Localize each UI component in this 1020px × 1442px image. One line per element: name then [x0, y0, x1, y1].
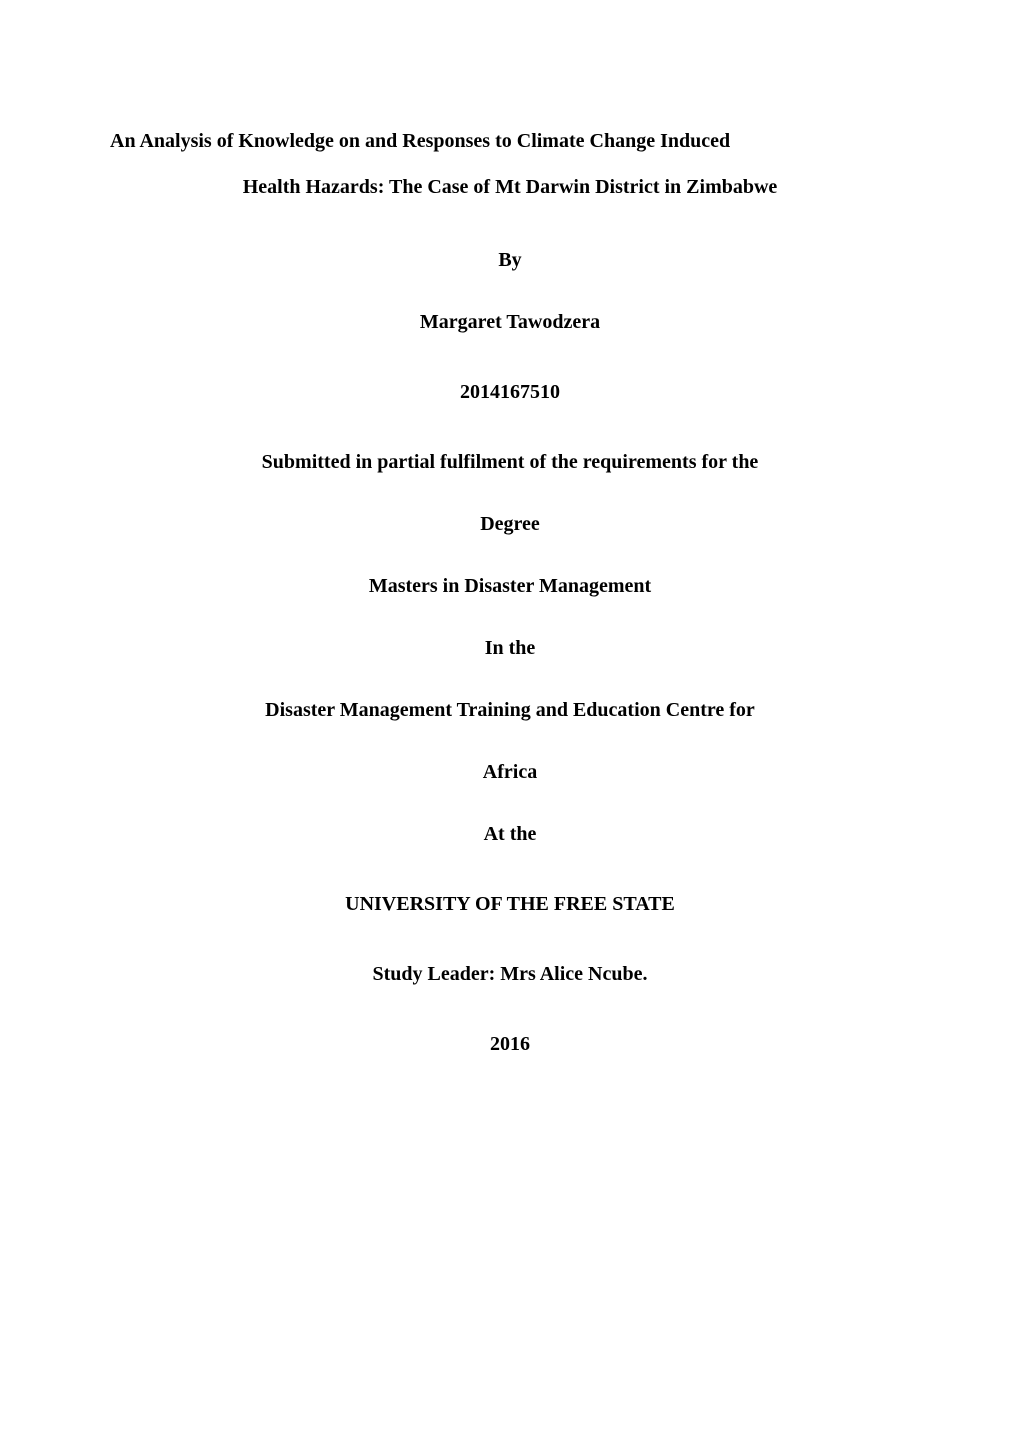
submission-line: Submitted in partial fulfilment of the r… — [110, 448, 910, 476]
thesis-title: An Analysis of Knowledge on and Response… — [110, 118, 910, 210]
by-label: By — [110, 246, 910, 274]
title-line-1: An Analysis of Knowledge on and Response… — [110, 118, 910, 164]
year: 2016 — [110, 1030, 910, 1058]
centre-line: Disaster Management Training and Educati… — [110, 696, 910, 724]
degree-label: Degree — [110, 510, 910, 538]
university-name: UNIVERSITY OF THE FREE STATE — [110, 890, 910, 918]
study-leader: Study Leader: Mrs Alice Ncube. — [110, 960, 910, 988]
author-name: Margaret Tawodzera — [110, 308, 910, 336]
in-the-label: In the — [110, 634, 910, 662]
title-page: An Analysis of Knowledge on and Response… — [110, 118, 910, 1342]
degree-name: Masters in Disaster Management — [110, 572, 910, 600]
centre-location: Africa — [110, 758, 910, 786]
title-line-2: Health Hazards: The Case of Mt Darwin Di… — [110, 164, 910, 210]
student-number: 2014167510 — [110, 378, 910, 406]
at-the-label: At the — [110, 820, 910, 848]
